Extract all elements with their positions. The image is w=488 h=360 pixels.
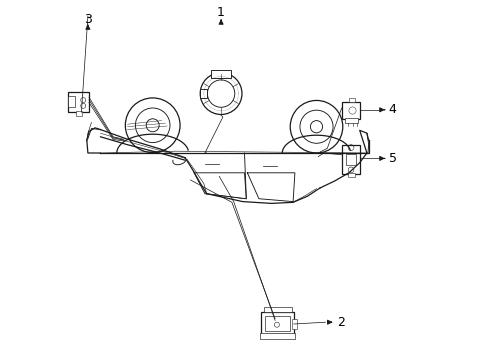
FancyBboxPatch shape [263, 307, 291, 312]
FancyBboxPatch shape [200, 89, 206, 98]
FancyBboxPatch shape [260, 333, 295, 339]
FancyBboxPatch shape [342, 145, 359, 174]
FancyBboxPatch shape [211, 70, 231, 78]
FancyBboxPatch shape [346, 154, 355, 165]
Text: 5: 5 [387, 152, 396, 165]
Text: 1: 1 [217, 6, 224, 19]
Text: 4: 4 [387, 103, 396, 116]
FancyBboxPatch shape [344, 118, 357, 123]
FancyBboxPatch shape [292, 319, 297, 329]
FancyBboxPatch shape [68, 92, 89, 112]
Text: 3: 3 [84, 13, 92, 26]
FancyBboxPatch shape [261, 312, 293, 334]
FancyBboxPatch shape [348, 98, 355, 102]
FancyBboxPatch shape [347, 173, 355, 177]
FancyBboxPatch shape [341, 102, 360, 119]
FancyBboxPatch shape [68, 96, 75, 107]
FancyBboxPatch shape [76, 111, 81, 116]
Text: 2: 2 [337, 316, 345, 329]
FancyBboxPatch shape [264, 316, 289, 331]
